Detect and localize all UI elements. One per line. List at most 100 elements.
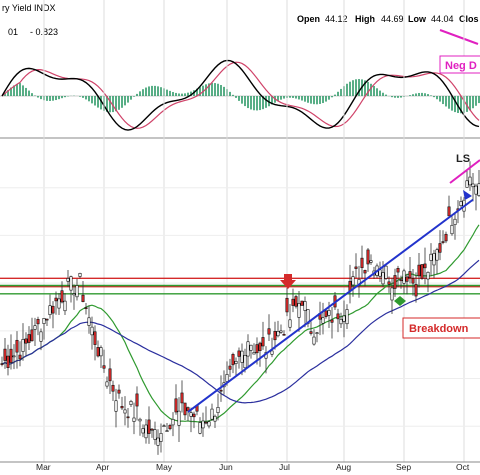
candle-body	[297, 303, 301, 318]
macd-histogram-bar	[217, 83, 219, 96]
down-arrow-icon	[280, 274, 296, 289]
macd-histogram-bar	[238, 96, 240, 101]
macd-histogram-bar	[109, 96, 111, 113]
candle-body	[477, 183, 480, 196]
macd-histogram-bar	[322, 96, 324, 104]
macd-histogram-bar	[433, 96, 435, 98]
macd-histogram-bar	[292, 96, 294, 98]
candle-body	[279, 330, 283, 333]
candle-body	[285, 297, 289, 313]
macd-histogram-bar	[181, 93, 183, 96]
candle-body	[60, 290, 64, 303]
macd-histogram-bar	[307, 96, 309, 103]
candle-body	[252, 352, 256, 355]
candle-body	[108, 368, 112, 382]
candle-body	[93, 331, 97, 345]
candle-body	[69, 276, 73, 291]
macd-histogram-bar	[124, 96, 126, 106]
candle-body	[63, 300, 67, 312]
candle-body	[174, 398, 178, 413]
macd-histogram-bar	[379, 90, 381, 96]
candle-body	[192, 413, 196, 418]
macd-histogram-bar	[61, 96, 63, 99]
diamond-marker-icon	[394, 296, 406, 306]
macd-histogram-bar	[472, 96, 474, 109]
macd-histogram-bar	[439, 96, 441, 102]
candle-body	[411, 278, 415, 284]
macd-panel: 01 - 0.823	[0, 27, 480, 139]
candle-body	[150, 428, 154, 431]
candle-body	[432, 253, 436, 266]
candle-body	[321, 317, 325, 324]
macd-histogram-bar	[229, 91, 231, 96]
candle-body	[465, 180, 469, 188]
candle-body	[48, 305, 52, 316]
candle-body	[39, 331, 43, 342]
candle-body	[291, 298, 295, 306]
macd-histogram-bar	[421, 92, 423, 96]
macd-histogram-bar	[349, 81, 351, 96]
tick-label-oct: Oct	[456, 462, 470, 472]
macd-histogram-bar	[445, 96, 447, 107]
macd-histogram-bar	[178, 93, 180, 96]
candle-body	[363, 270, 367, 274]
candle-body	[189, 412, 193, 417]
candle-body	[237, 350, 241, 357]
candle-body	[447, 206, 451, 217]
candle-body	[123, 409, 127, 414]
candle-body	[177, 410, 181, 426]
macd-histogram-bar	[220, 85, 222, 96]
candle-body	[435, 249, 439, 261]
candle-body	[429, 253, 433, 261]
candle-body	[315, 332, 319, 334]
macd-histogram-bar	[133, 96, 135, 97]
candle-body	[21, 339, 25, 352]
macd-histogram-bar	[28, 90, 30, 96]
macd-histogram-bar	[391, 96, 393, 98]
candle-body	[270, 350, 274, 355]
candle-body	[426, 271, 430, 280]
candle-body	[450, 224, 454, 235]
macd-histogram-bar	[88, 96, 90, 102]
candle-body	[57, 298, 61, 309]
breakdown-label: Breakdown	[409, 323, 469, 335]
macd-histogram-bar	[97, 96, 99, 108]
candle-body	[135, 393, 139, 407]
macd-histogram-bar	[346, 83, 348, 96]
candle-body	[117, 389, 121, 394]
macd-histogram-bar	[436, 96, 438, 100]
x-axis: Mar Apr May Jun Jul Aug Sep Oct	[36, 462, 470, 472]
candle-body	[81, 294, 85, 303]
macd-histogram-bar	[277, 96, 279, 102]
macd-histogram-bar	[358, 79, 360, 96]
candle-body	[54, 297, 58, 302]
macd-histogram-bar	[208, 83, 210, 96]
candle-body	[24, 338, 28, 344]
macd-histogram-bar	[85, 96, 87, 100]
neg-div-label: Neg D	[445, 60, 477, 72]
candle-body	[396, 268, 400, 273]
candle-body	[234, 360, 238, 364]
macd-histogram-bar	[115, 96, 117, 112]
candle-body	[33, 325, 37, 330]
candle-body	[159, 433, 163, 442]
neg-div-box	[439, 55, 480, 74]
macd-histogram-bar	[55, 96, 57, 101]
macd-histogram-bar	[289, 96, 291, 98]
candle-body	[339, 318, 343, 325]
grid	[0, 0, 480, 463]
candle-body	[204, 421, 208, 424]
macd-histogram-bar	[310, 96, 312, 104]
candle-body	[387, 281, 391, 285]
ma-20-line	[1, 224, 480, 423]
candle-body	[138, 418, 142, 422]
tick-label-aug: Aug	[336, 462, 351, 472]
annotations: Neg D LS Breakdown	[402, 55, 480, 339]
macd-histogram-bar	[196, 88, 198, 96]
tick-label-mar: Mar	[36, 462, 51, 472]
candle-body	[183, 402, 187, 416]
macd-histogram-bar	[7, 90, 9, 96]
candle-body	[129, 401, 133, 405]
low-value: 44.04	[431, 14, 454, 24]
